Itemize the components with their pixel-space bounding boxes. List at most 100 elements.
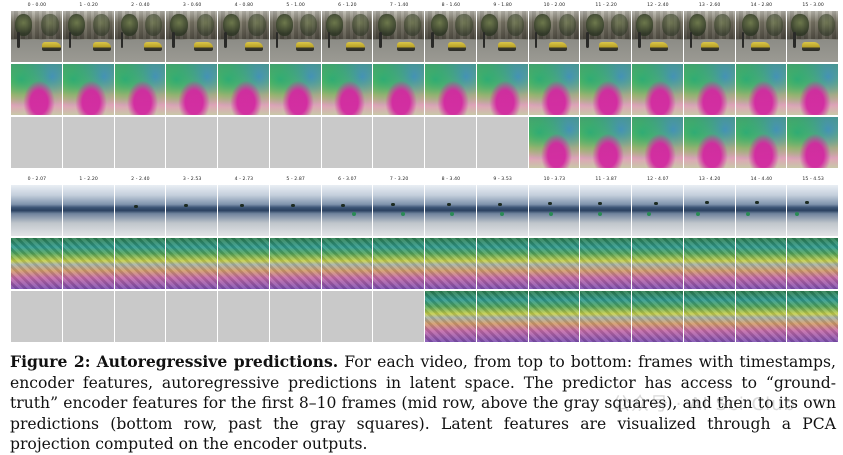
timestamp-label: 6 - 1.20 xyxy=(338,3,357,8)
timestamp-label: 3 - 0.60 xyxy=(182,3,202,8)
video-frame xyxy=(62,185,114,236)
gray-placeholder xyxy=(62,117,114,168)
gray-placeholder xyxy=(425,117,476,168)
pedestrian-shape xyxy=(172,32,175,48)
video-frame xyxy=(218,11,269,62)
timestamp-label: 9 - 3.53 xyxy=(493,177,512,182)
video-block-sky: 0 - 2.07 1 - 2.20 2 - 2.40 3 - 2.53 4 - 2.73… xyxy=(11,174,839,344)
feature-map xyxy=(735,238,787,289)
timestamp-label: 9 - 1.80 xyxy=(493,3,512,8)
pedestrian-shape xyxy=(482,32,486,48)
predictions-row xyxy=(11,117,839,168)
video-frame xyxy=(632,185,683,236)
tree-shape xyxy=(533,13,551,37)
taxi-shape xyxy=(548,41,568,51)
pedestrian-shape xyxy=(689,32,693,48)
predicted-feature-map xyxy=(476,291,528,342)
object-marker-green xyxy=(696,211,701,216)
tree-shape xyxy=(610,13,628,37)
timestamp-label: 4 - 0.80 xyxy=(234,3,254,8)
feature-map xyxy=(683,238,735,289)
tree-shape xyxy=(558,13,577,37)
feature-map xyxy=(476,64,528,115)
feature-map xyxy=(528,238,580,289)
tree-shape xyxy=(480,13,499,37)
pedestrian-shape xyxy=(638,32,641,48)
predicted-feature-map xyxy=(632,117,683,168)
video-frame xyxy=(683,185,735,236)
gray-placeholder xyxy=(321,117,373,168)
predicted-feature-map xyxy=(580,291,631,342)
feature-map xyxy=(166,64,217,115)
tree-shape xyxy=(15,13,33,37)
video-frame xyxy=(11,185,62,236)
taxi-shape xyxy=(42,41,61,51)
pedestrian-shape xyxy=(431,32,434,48)
object-marker-green xyxy=(548,211,553,216)
taxi-shape xyxy=(801,41,821,51)
tree-shape xyxy=(170,13,188,37)
tree-shape xyxy=(300,13,318,37)
timestamp-label: 2 - 0.40 xyxy=(131,3,150,8)
predicted-feature-map xyxy=(528,117,580,168)
feature-map xyxy=(269,64,321,115)
video-frame xyxy=(683,11,735,62)
video-frame xyxy=(11,11,62,62)
object-marker-green xyxy=(450,211,455,216)
gray-placeholder xyxy=(269,117,321,168)
video-block-street: 0 - 0.00 1 - 0.20 2 - 0.40 3 - 0.60 4 - 0.80… xyxy=(11,0,839,170)
feature-map xyxy=(580,64,631,115)
feature-map xyxy=(683,64,735,115)
taxi-shape xyxy=(599,41,618,51)
pedestrian-shape xyxy=(120,32,124,48)
caption-title: Autoregressive predictions. xyxy=(96,352,339,371)
tree-shape xyxy=(403,13,421,37)
feature-map xyxy=(373,238,424,289)
timestamp-label: 8 - 3.40 xyxy=(441,177,461,182)
feature-map xyxy=(632,238,683,289)
object-marker xyxy=(290,203,295,207)
timestamp-label: 15 - 3.00 xyxy=(802,3,824,8)
feature-map xyxy=(269,238,321,289)
timestamp-label: 12 - 2.40 xyxy=(647,3,669,8)
object-marker-green xyxy=(598,211,602,216)
tree-shape xyxy=(275,13,294,37)
video-frame xyxy=(114,11,166,62)
taxi-shape xyxy=(194,41,213,51)
tree-shape xyxy=(144,13,163,37)
timestamp-label: 2 - 2.40 xyxy=(131,177,150,182)
figure-caption: Figure 2: Autoregressive predictions. Fo… xyxy=(10,352,836,455)
tree-shape xyxy=(378,13,396,37)
pedestrian-shape xyxy=(17,32,20,48)
object-marker xyxy=(754,201,759,205)
timestamp-label: 4 - 2.73 xyxy=(234,177,254,182)
gray-placeholder xyxy=(373,117,424,168)
timestamp-label: 6 - 3.07 xyxy=(338,177,357,182)
figure: 0 - 0.00 1 - 0.20 2 - 0.40 3 - 0.60 4 - 0.80… xyxy=(10,0,839,453)
tree-shape xyxy=(223,13,241,37)
pedestrian-shape xyxy=(327,32,331,48)
feature-map xyxy=(11,64,62,115)
gray-placeholder xyxy=(269,291,321,342)
object-marker xyxy=(340,203,345,207)
object-marker-green xyxy=(401,211,406,216)
video-frame xyxy=(166,185,217,236)
object-marker-green xyxy=(499,211,504,216)
timestamp-label: 10 - 3.73 xyxy=(543,177,566,182)
predicted-feature-map xyxy=(787,117,838,168)
feature-map xyxy=(321,64,373,115)
video-frame xyxy=(269,185,321,236)
feature-map xyxy=(11,238,62,289)
object-marker-green xyxy=(794,211,799,216)
object-marker xyxy=(547,202,552,206)
feature-map xyxy=(580,238,631,289)
pedestrian-shape xyxy=(379,32,382,48)
timestamp-label: 8 - 1.60 xyxy=(441,3,461,8)
taxi-shape xyxy=(447,41,466,51)
timestamp-row: 0 - 2.07 1 - 2.20 2 - 2.40 3 - 2.53 4 - 2.73… xyxy=(11,174,839,185)
timestamp-label: 14 - 4.40 xyxy=(750,177,773,182)
encoder-features-row xyxy=(11,64,839,115)
tree-shape xyxy=(817,13,835,37)
taxi-shape xyxy=(93,41,112,51)
frames-row xyxy=(11,185,839,236)
